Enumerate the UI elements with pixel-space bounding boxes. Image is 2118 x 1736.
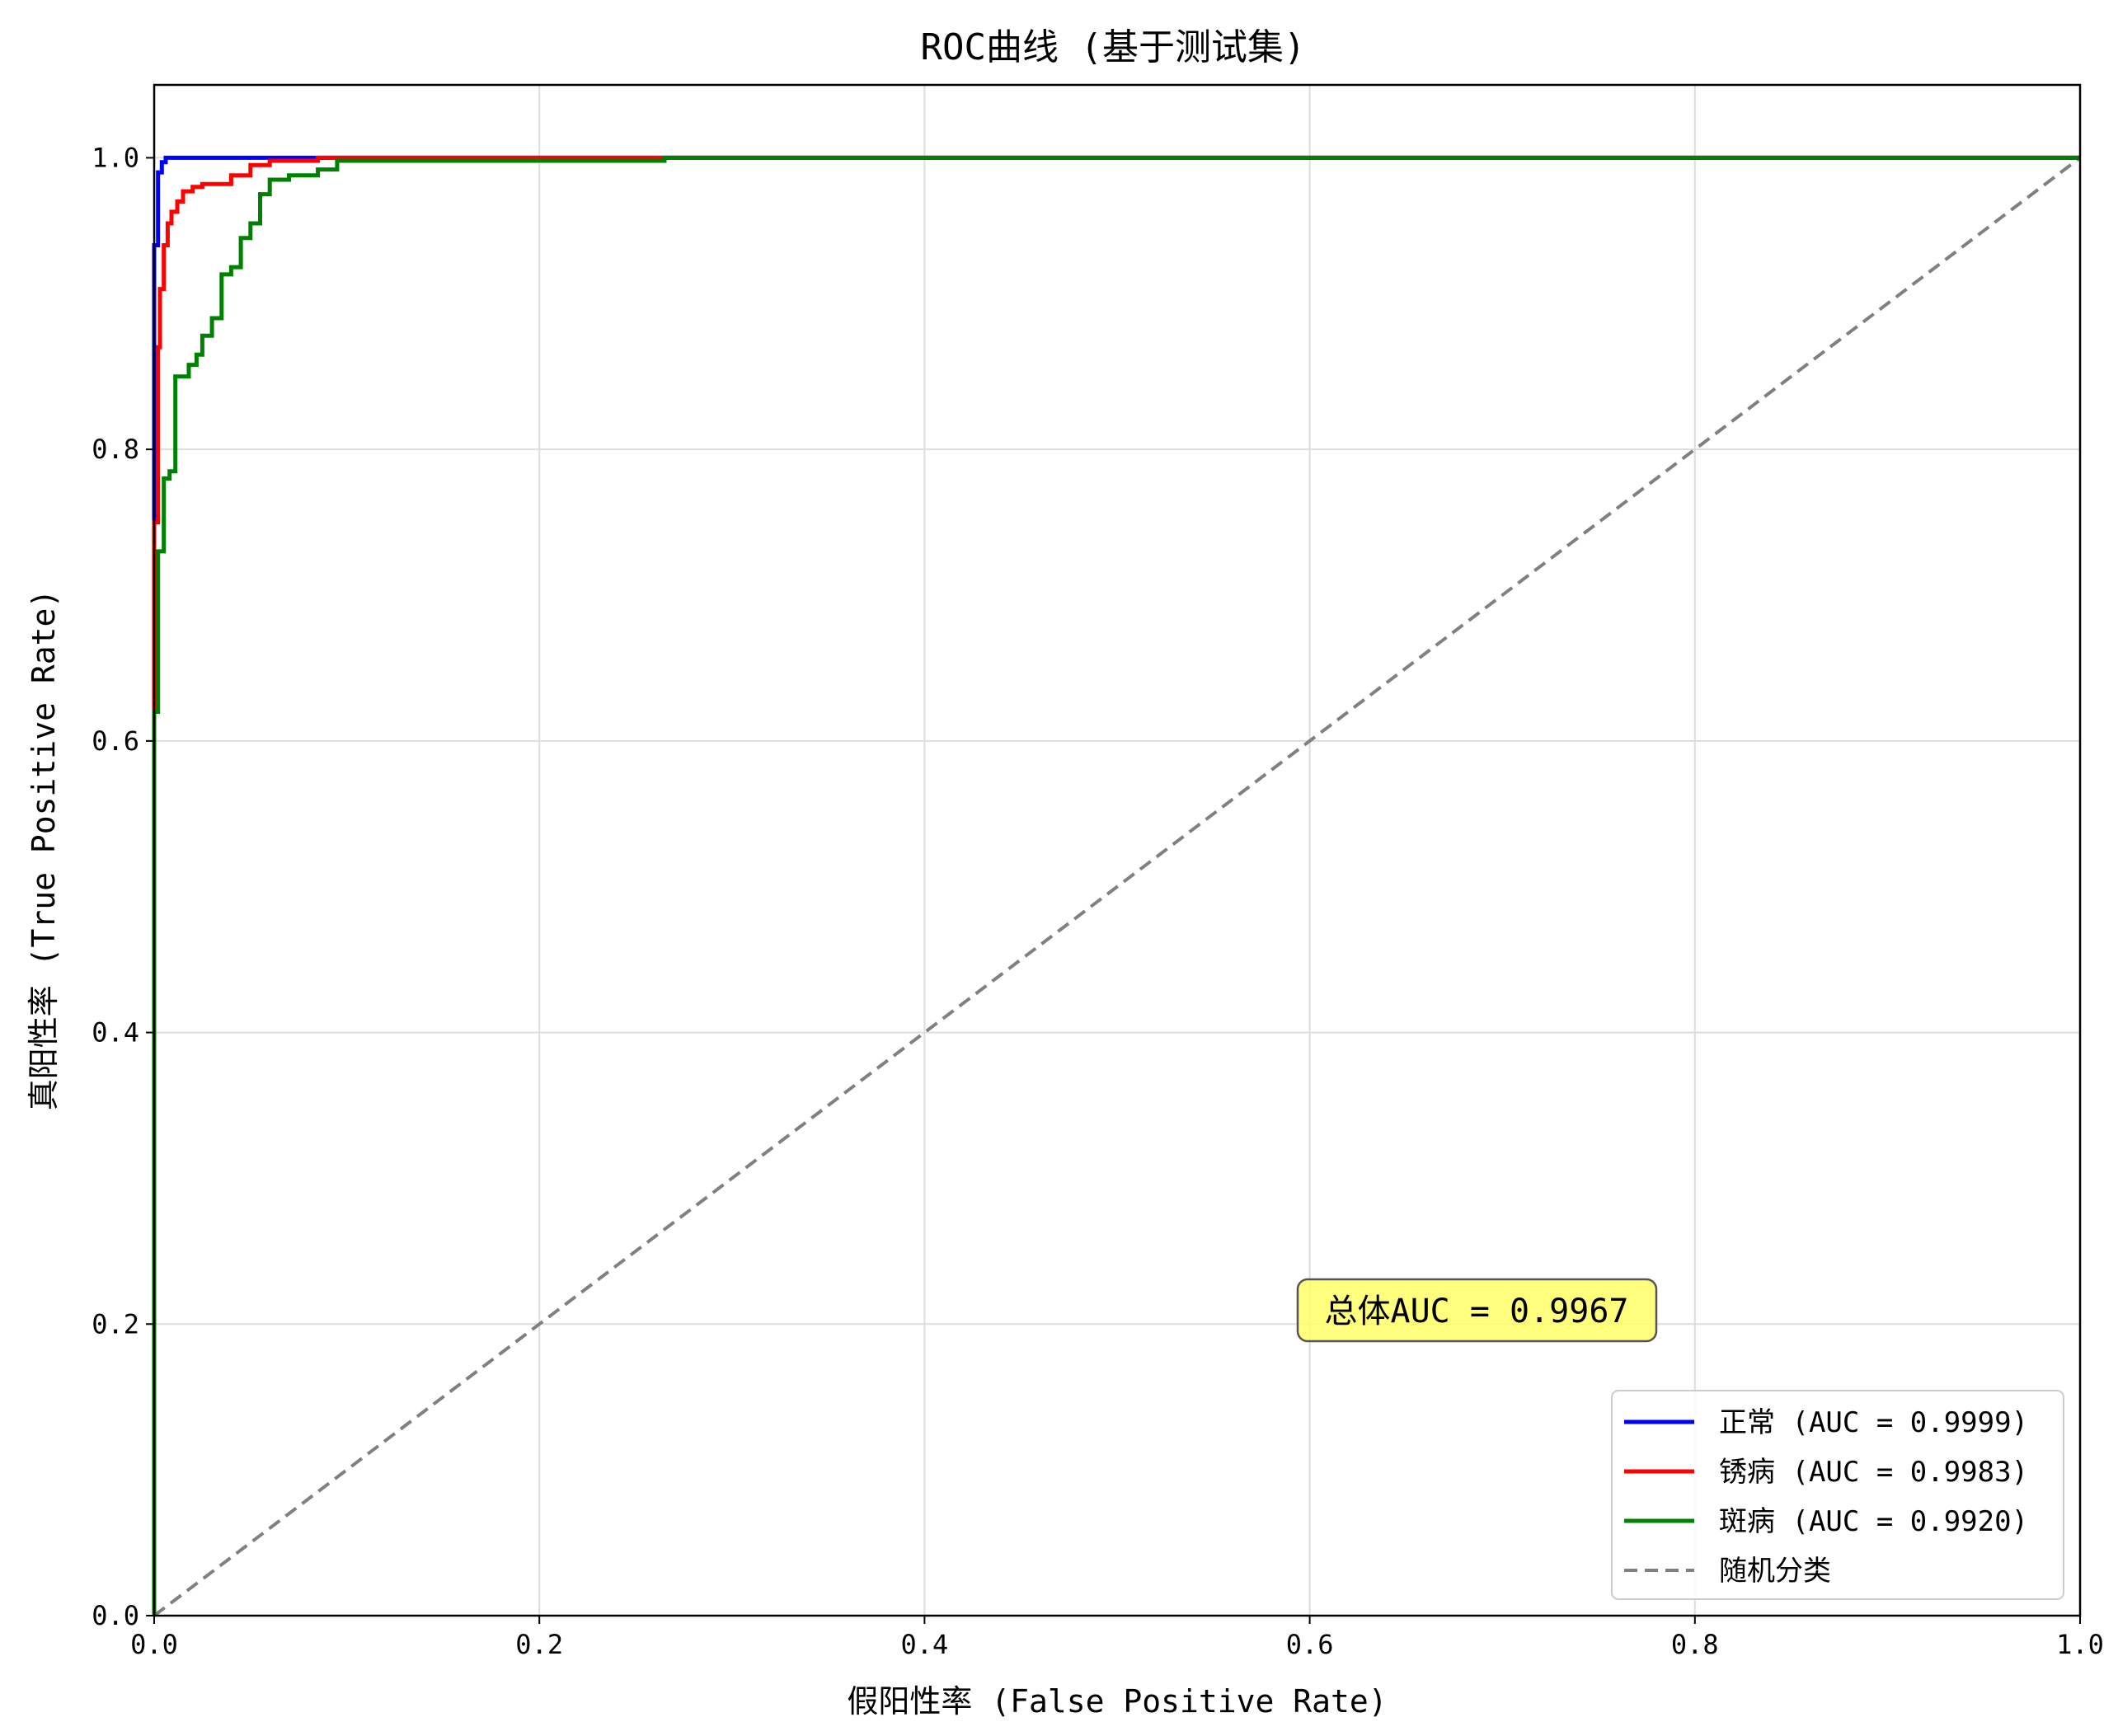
x-tick-label-0: 0.0 — [130, 1629, 178, 1660]
legend-label-1: 锈病 (AUC = 0.9983) — [1719, 1456, 2028, 1489]
x-axis-label: 假阳性率 (False Positive Rate) — [847, 1683, 1387, 1720]
grid — [153, 85, 2081, 1616]
y-tick-label-3: 0.6 — [92, 725, 139, 757]
y-tick-label-5: 1.0 — [92, 142, 139, 173]
y-tick-label-2: 0.4 — [92, 1017, 139, 1049]
legend: 正常 (AUC = 0.9999) 锈病 (AUC = 0.9983) 斑病 (AU… — [1611, 1390, 2064, 1600]
legend-box — [1611, 1390, 2064, 1600]
x-tick-label-4: 0.8 — [1671, 1629, 1719, 1660]
axis-ticks: 0.0 0.2 0.4 0.6 0.8 1.0 0.0 0.2 0.4 0.6 0.8 1.0 — [92, 142, 2104, 1660]
x-tick-label-3: 0.6 — [1286, 1629, 1334, 1660]
legend-label-2: 斑病 (AUC = 0.9920) — [1719, 1505, 2028, 1538]
y-tick-label-0: 0.0 — [92, 1600, 139, 1631]
x-tick-label-2: 0.4 — [901, 1629, 949, 1660]
auc-annotation: 总体AUC = 0.9967 — [1296, 1278, 1658, 1343]
series-lines — [152, 155, 2082, 1617]
legend-label-3: 随机分类 — [1719, 1555, 1831, 1588]
plot-frame — [153, 83, 2082, 1617]
series-line-2 — [152, 155, 2080, 1616]
chart-title: ROC曲线 (基于测试集) — [921, 26, 1306, 68]
annotation-box — [1296, 1278, 1658, 1343]
series-line-1 — [152, 155, 2080, 1616]
x-tick-label-5: 1.0 — [2056, 1629, 2104, 1660]
legend-label-0: 正常 (AUC = 0.9999) — [1719, 1406, 2028, 1439]
annotation-text: 总体AUC = 0.9967 — [1325, 1293, 1629, 1330]
y-tick-label-4: 0.8 — [92, 434, 139, 465]
y-tick-label-1: 0.2 — [92, 1308, 139, 1340]
y-axis-label: 真阳性率 (True Positive Rate) — [26, 589, 62, 1110]
series-line-3 — [153, 156, 2082, 1617]
series-line-0 — [152, 155, 2080, 1616]
x-tick-label-1: 0.2 — [515, 1629, 563, 1660]
